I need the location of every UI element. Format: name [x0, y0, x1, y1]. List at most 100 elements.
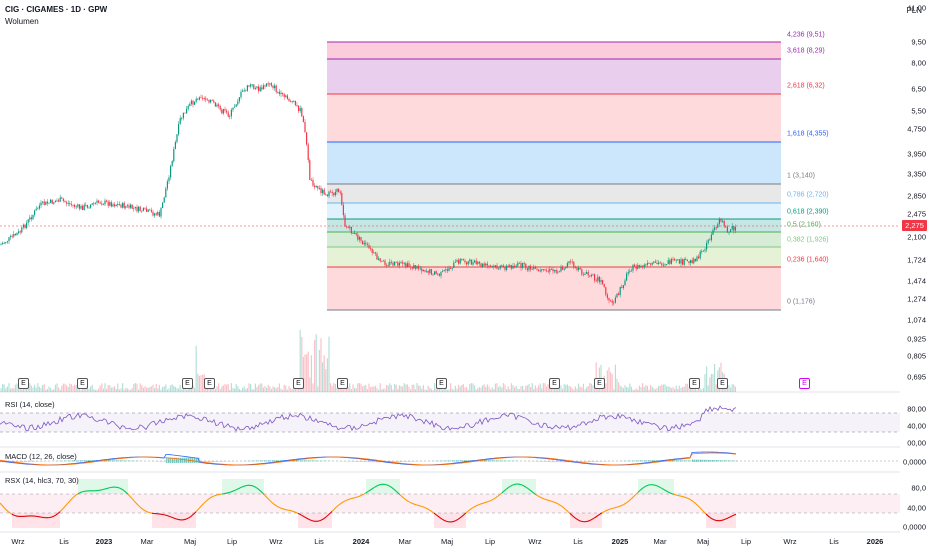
candle-body [525, 263, 527, 269]
rsx-oversold-bg [716, 513, 718, 528]
rsx-line [459, 515, 463, 519]
earnings-marker[interactable]: E [337, 378, 348, 389]
candle-body [226, 110, 228, 113]
candle-body [597, 276, 599, 281]
macd-histogram-bar [170, 457, 172, 464]
rsx-line [589, 518, 593, 521]
rsx-oversold-bg [184, 513, 186, 528]
macd-histogram-bar [158, 461, 160, 462]
rsx-oversold-bg [166, 513, 168, 528]
rsx-line [269, 500, 273, 503]
macd-histogram-bar [640, 460, 642, 462]
earnings-marker[interactable]: E [293, 378, 304, 389]
rsx-overbought-bg [666, 479, 668, 494]
rsx-line [509, 484, 513, 487]
rsx-line [495, 495, 499, 498]
macd-histogram-bar [536, 461, 538, 462]
rsx-overbought-bg [518, 479, 520, 494]
candle-body [488, 265, 490, 267]
macd-histogram-bar [254, 460, 256, 462]
rsx-oversold-bg [582, 513, 584, 528]
earnings-marker-upcoming[interactable]: E [799, 378, 810, 389]
time-axis-label: 2026 [866, 537, 884, 546]
macd-histogram-bar [216, 461, 218, 462]
volume-bar [75, 384, 77, 392]
earnings-marker[interactable]: E [77, 378, 88, 389]
candle-body [470, 259, 472, 265]
earnings-marker[interactable]: E [436, 378, 447, 389]
candle-body [176, 134, 178, 143]
rsx-line [261, 492, 265, 495]
candle-body [394, 261, 396, 266]
candle-body [411, 267, 413, 269]
rsx-oversold-bg [326, 513, 328, 528]
macd-histogram-bar [564, 461, 566, 463]
candle-body [402, 262, 404, 264]
rsx-overbought-bg [388, 479, 390, 494]
volume-bar [250, 383, 252, 392]
candle-body [237, 101, 239, 105]
volume-bar [394, 383, 396, 392]
candle-body [682, 259, 684, 265]
rsx-oversold-bg [458, 513, 460, 528]
candle-body [674, 259, 676, 261]
rsx-oversold-bg [170, 513, 172, 528]
candle-body [637, 265, 639, 269]
rsx-overbought-bg [644, 479, 646, 494]
candle-body [323, 189, 325, 195]
rsx-line [579, 520, 583, 523]
candle-body [384, 260, 386, 265]
macd-histogram-bar [542, 461, 544, 462]
rsx-line [421, 506, 425, 508]
candle-body [253, 84, 255, 89]
rsx-line [251, 485, 255, 487]
fib-level-label: 4,236 (9,51) [787, 31, 825, 39]
earnings-marker[interactable]: E [549, 378, 560, 389]
candle-body [635, 266, 637, 269]
macd-histogram-bar [502, 460, 504, 462]
volume-bar [70, 384, 72, 392]
earnings-marker[interactable]: E [182, 378, 193, 389]
candle-body [710, 234, 712, 241]
macd-histogram-bar [690, 460, 692, 462]
macd-histogram-bar [194, 457, 196, 463]
volume-bar [643, 387, 645, 392]
rsx-oversold-bg [46, 513, 48, 528]
macd-histogram-bar [362, 461, 364, 463]
candle-body [22, 224, 24, 228]
rsx-line [145, 510, 149, 513]
candle-body [195, 98, 197, 102]
candle-body [317, 185, 319, 189]
macd-histogram-bar [256, 460, 258, 462]
candle-body [515, 265, 517, 268]
candle-body [190, 100, 192, 104]
macd-histogram-bar [706, 459, 708, 462]
fib-level-label: 0,382 (1,926) [787, 236, 829, 244]
candle-body [254, 88, 256, 89]
price-axis-label: 2,475 [907, 209, 926, 219]
volume-bar [622, 388, 624, 392]
rsi-axis-label: 40,00 [907, 421, 926, 431]
earnings-marker[interactable]: E [18, 378, 29, 389]
rsx-overbought-bg [370, 479, 372, 494]
rsx-line [77, 492, 81, 495]
earnings-marker[interactable]: E [717, 378, 728, 389]
earnings-marker[interactable]: E [594, 378, 605, 389]
candle-body [272, 85, 274, 88]
candle-body [426, 270, 428, 272]
rsx-oversold-bg [440, 513, 442, 528]
rsx-overbought-bg [260, 479, 262, 494]
earnings-marker[interactable]: E [204, 378, 215, 389]
rsx-oversold-bg [726, 513, 728, 528]
rsx-line [53, 514, 57, 517]
rsx-line [361, 493, 365, 496]
rsx-overbought-bg [106, 479, 108, 494]
volume-bar [523, 389, 525, 392]
candle-body [13, 234, 15, 237]
earnings-marker[interactable]: E [689, 378, 700, 389]
rsx-overbought-bg [234, 479, 236, 494]
rsx-line [51, 515, 55, 518]
candle-body [94, 202, 96, 204]
rsx-line [61, 507, 65, 511]
